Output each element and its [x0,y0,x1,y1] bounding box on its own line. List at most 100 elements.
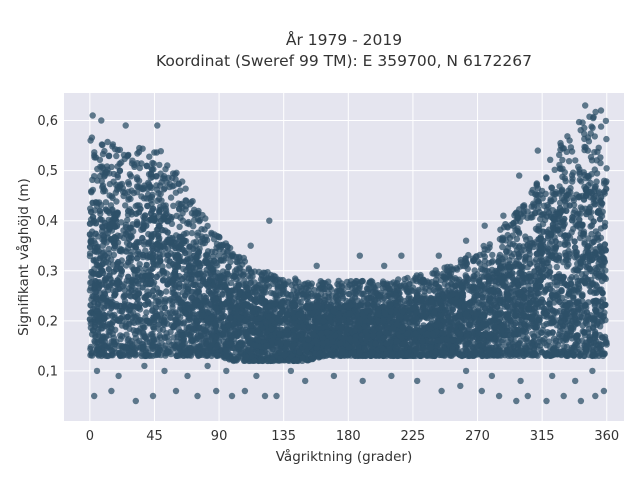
data-point [124,153,131,160]
data-point [94,177,101,184]
data-point [292,277,299,284]
data-point [587,179,594,187]
data-point [177,214,184,221]
data-point [316,298,323,305]
data-point [227,355,234,363]
data-point [431,288,439,295]
data-point [464,265,471,273]
data-point [213,240,221,248]
data-point [587,282,594,289]
data-point [567,324,574,331]
data-point [576,285,583,292]
data-point [374,282,382,289]
data-point [521,203,528,211]
data-point [597,154,604,161]
data-point [282,346,289,353]
data-point [591,166,598,173]
data-point [531,346,538,353]
data-point [133,176,141,183]
data-point [533,181,540,188]
data-point [126,292,134,299]
data-point [528,203,535,210]
data-point [561,198,569,205]
data-point [543,175,550,182]
data-point [133,221,140,228]
data-point [463,341,471,348]
data-point [532,209,539,216]
data-point [397,350,405,357]
data-point [459,262,467,270]
data-point [404,274,411,282]
data-point [523,334,531,342]
data-point [167,314,174,321]
data-point [149,159,156,167]
data-point [369,281,377,288]
data-point [169,309,176,316]
data-point [591,335,599,342]
data-point [110,178,117,185]
data-point [565,158,573,165]
data-point [176,206,183,213]
data-point [338,280,345,287]
data-point [297,299,304,306]
data-point [485,260,493,267]
data-point [603,165,610,172]
data-point [288,281,295,289]
data-point [575,163,582,170]
data-point [551,278,558,286]
data-point [114,173,122,181]
data-point [597,123,605,130]
data-point [152,173,160,180]
data-point [581,352,588,360]
data-point [161,185,168,192]
data-point [379,278,387,285]
data-point [567,184,574,192]
data-point [104,138,111,146]
data-point [551,166,558,173]
data-point [157,190,164,198]
data-point [522,344,529,351]
data-point [156,326,163,333]
data-point [114,183,122,191]
data-point [157,170,164,177]
data-point [121,286,128,294]
data-point [177,187,184,194]
data-point [462,255,469,262]
data-point [296,349,303,356]
data-point [302,280,309,287]
data-point [251,279,258,286]
data-point [592,108,599,116]
data-point [174,352,181,359]
data-point [125,179,132,186]
data-point [542,286,550,293]
data-point [241,258,249,265]
data-point [590,114,597,122]
data-point [376,293,383,300]
data-point [528,339,535,346]
data-point [339,293,346,300]
data-point [165,174,172,181]
data-point [597,234,605,241]
data-point [595,144,602,151]
data-point [149,191,156,198]
data-point [143,309,150,316]
data-point [601,177,608,184]
data-point [557,146,564,153]
data-point [389,351,396,358]
data-point [571,207,578,214]
data-point [305,293,312,301]
data-point [199,211,206,219]
data-point [432,348,439,355]
data-point [382,351,390,358]
data-point [122,202,129,209]
data-point [145,349,152,356]
data-point [102,333,110,340]
data-point [369,349,376,356]
data-point [103,169,111,176]
data-point [423,351,430,358]
data-point [109,141,117,148]
data-point [233,276,240,283]
data-point [561,169,568,176]
data-point [361,352,369,359]
data-point [161,345,168,352]
